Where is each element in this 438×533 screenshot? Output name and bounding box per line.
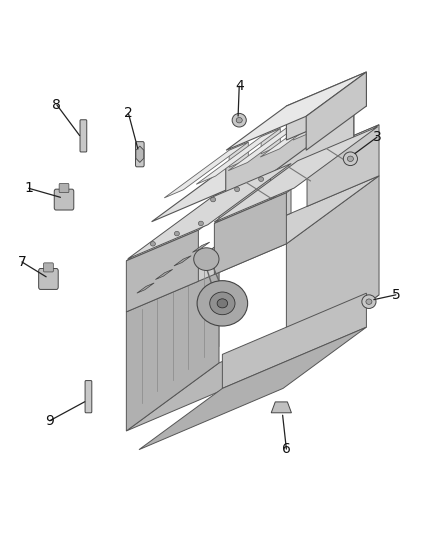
Ellipse shape — [150, 241, 155, 246]
Ellipse shape — [198, 221, 203, 225]
Polygon shape — [139, 327, 367, 450]
Polygon shape — [214, 127, 378, 222]
Polygon shape — [223, 293, 367, 389]
FancyBboxPatch shape — [39, 269, 58, 289]
Polygon shape — [306, 72, 367, 150]
Polygon shape — [126, 162, 291, 261]
Text: 9: 9 — [45, 414, 54, 427]
Ellipse shape — [347, 156, 353, 161]
Polygon shape — [214, 193, 286, 274]
FancyBboxPatch shape — [54, 189, 74, 210]
Polygon shape — [325, 101, 344, 126]
Polygon shape — [307, 125, 379, 206]
Polygon shape — [126, 230, 198, 312]
Polygon shape — [286, 176, 379, 363]
Text: 8: 8 — [53, 98, 61, 112]
Ellipse shape — [197, 281, 247, 326]
Ellipse shape — [194, 248, 219, 270]
Polygon shape — [126, 244, 219, 431]
Polygon shape — [214, 125, 379, 223]
Polygon shape — [192, 242, 210, 252]
FancyBboxPatch shape — [43, 263, 53, 272]
Polygon shape — [137, 283, 154, 293]
Ellipse shape — [343, 152, 357, 166]
Polygon shape — [219, 162, 291, 244]
Ellipse shape — [210, 292, 235, 314]
Polygon shape — [293, 115, 312, 140]
Polygon shape — [136, 146, 144, 163]
Ellipse shape — [217, 299, 228, 308]
Polygon shape — [174, 256, 191, 266]
FancyBboxPatch shape — [59, 183, 69, 192]
Polygon shape — [226, 113, 354, 193]
Polygon shape — [286, 72, 367, 140]
FancyBboxPatch shape — [80, 120, 87, 152]
Ellipse shape — [258, 177, 264, 181]
Polygon shape — [164, 142, 248, 198]
Polygon shape — [261, 128, 280, 154]
Text: 5: 5 — [392, 288, 400, 302]
Polygon shape — [229, 142, 248, 167]
Polygon shape — [152, 113, 354, 222]
Ellipse shape — [362, 295, 376, 309]
Polygon shape — [271, 402, 291, 413]
Text: 1: 1 — [24, 181, 33, 195]
Text: 6: 6 — [282, 442, 291, 456]
Polygon shape — [126, 295, 379, 431]
Polygon shape — [196, 128, 280, 184]
Polygon shape — [226, 72, 367, 150]
Polygon shape — [270, 113, 354, 199]
Text: 4: 4 — [235, 79, 244, 93]
Ellipse shape — [236, 117, 242, 123]
Polygon shape — [228, 115, 312, 171]
Polygon shape — [155, 269, 173, 279]
Text: 3: 3 — [373, 130, 381, 144]
Ellipse shape — [235, 187, 240, 192]
Ellipse shape — [366, 299, 372, 304]
Text: 2: 2 — [124, 107, 133, 120]
FancyBboxPatch shape — [85, 381, 92, 413]
Polygon shape — [260, 101, 344, 157]
Ellipse shape — [232, 114, 246, 127]
Polygon shape — [126, 176, 379, 312]
FancyBboxPatch shape — [135, 142, 144, 167]
Ellipse shape — [174, 231, 180, 236]
Ellipse shape — [211, 197, 215, 202]
Polygon shape — [128, 164, 291, 259]
Text: 7: 7 — [18, 255, 26, 269]
